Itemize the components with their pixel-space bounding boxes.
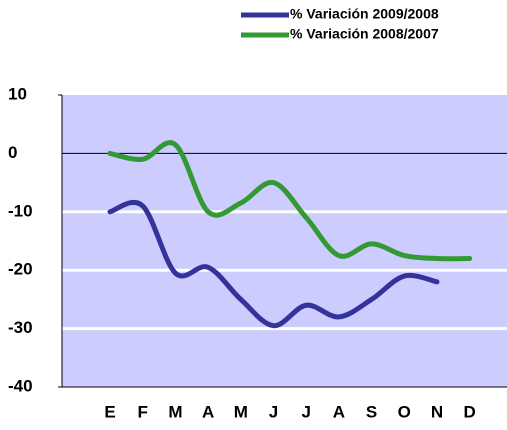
y-tick-label: -10 — [8, 201, 33, 220]
plot-area — [62, 95, 507, 387]
x-tick-label: N — [431, 402, 443, 421]
y-tick-label: 0 — [8, 143, 17, 162]
x-tick-label: D — [464, 402, 476, 421]
y-tick-label: -20 — [8, 260, 33, 279]
x-tick-label: J — [301, 402, 310, 421]
x-tick-label: J — [269, 402, 278, 421]
x-tick-label: M — [168, 402, 182, 421]
x-tick-label: A — [333, 402, 345, 421]
y-tick-label: 10 — [8, 84, 27, 103]
y-tick-label: -30 — [8, 318, 33, 337]
x-tick-label: F — [138, 402, 148, 421]
x-tick-label: E — [104, 402, 115, 421]
x-tick-label: O — [398, 402, 411, 421]
y-tick-label: -40 — [8, 376, 33, 395]
series-line — [107, 199, 440, 329]
x-tick-label: A — [202, 402, 214, 421]
legend-label: % Variación 2008/2007 — [290, 26, 439, 42]
x-tick-label: M — [234, 402, 248, 421]
legend-label: % Variación 2009/2008 — [290, 6, 439, 22]
series-line — [107, 140, 473, 262]
x-tick-label: S — [366, 402, 377, 421]
